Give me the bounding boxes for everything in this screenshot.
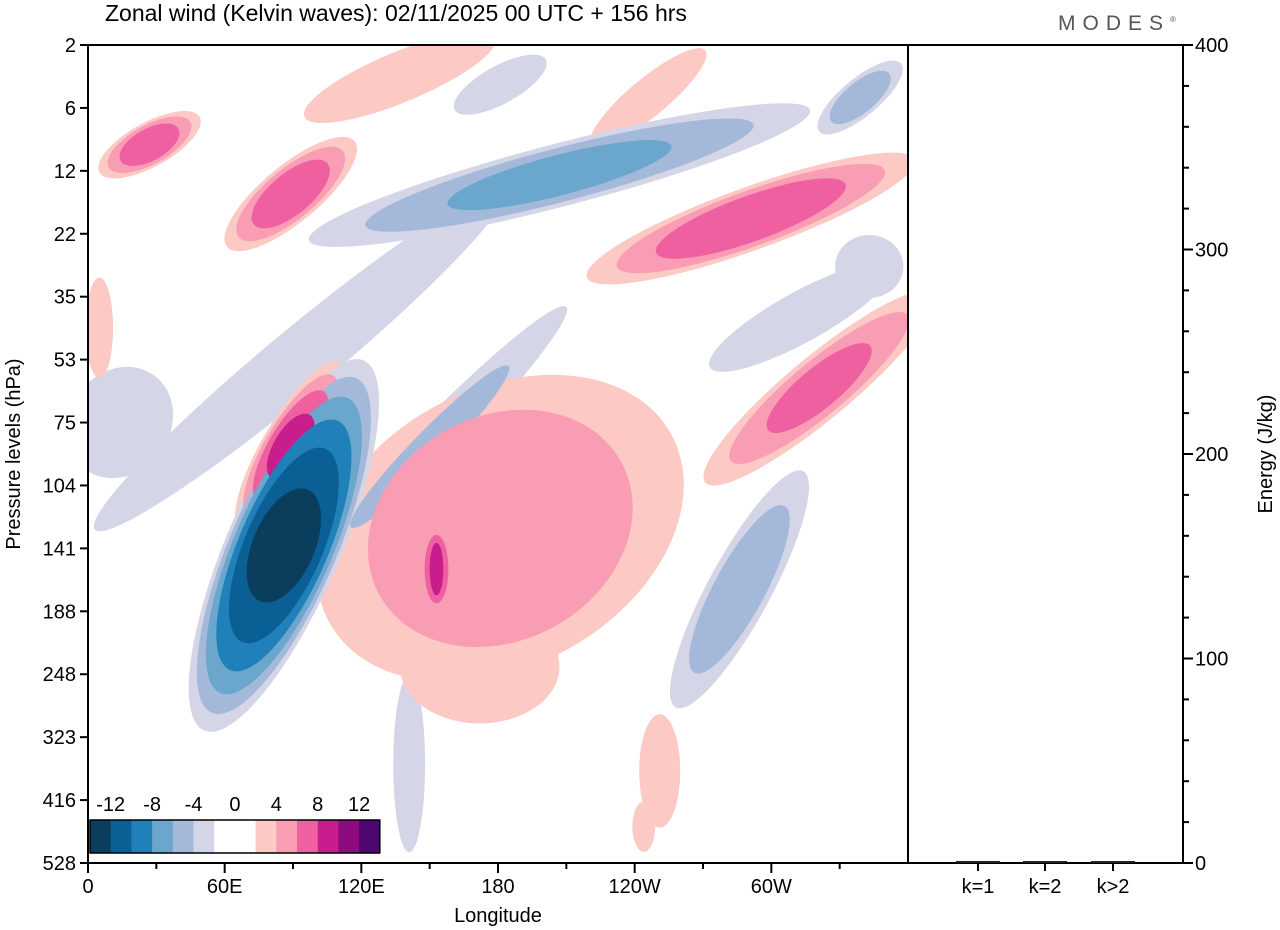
contour-field xyxy=(88,45,908,853)
contour-region-easterly xyxy=(88,366,174,479)
colorbar-frame xyxy=(89,819,381,854)
contour-region-easterly xyxy=(453,54,547,115)
colorbar-cell xyxy=(297,820,319,853)
y-tick-label: 22 xyxy=(54,224,76,246)
colorbar-cell xyxy=(90,820,112,853)
energy-axis-label: Energy (J/kg) xyxy=(1255,395,1277,514)
x-tick-label: 0 xyxy=(82,876,93,898)
energy-tick-label: 100 xyxy=(1195,649,1228,671)
x-tick-label: 180 xyxy=(481,876,514,898)
colorbar-cell xyxy=(131,820,153,853)
logo-text: MODES xyxy=(1058,12,1171,35)
y-tick-label: 35 xyxy=(54,287,76,309)
colorbar-cell xyxy=(359,820,381,853)
colorbar-label: 0 xyxy=(229,794,240,816)
colorbar-label: 4 xyxy=(271,794,282,816)
contour-region-westerly xyxy=(119,123,180,166)
energy-tick-label: 400 xyxy=(1195,35,1228,57)
colorbar-cell xyxy=(338,820,360,853)
contour-region-westerly xyxy=(632,801,656,852)
contour-region-westerly xyxy=(429,542,444,596)
colorbar-cell xyxy=(214,820,236,853)
colorbar: -12 -8 -4 0 4 8 12 xyxy=(88,775,382,855)
y-tick-label: 248 xyxy=(43,664,76,686)
colorbar-cell xyxy=(110,820,132,853)
colorbar-cell xyxy=(276,820,298,853)
x-tick-label: 60E xyxy=(207,876,243,898)
contour-region-easterly xyxy=(835,234,904,298)
energy-tick-label: 300 xyxy=(1195,240,1228,262)
y-tick-label: 6 xyxy=(65,98,76,120)
y-axis-label: Pressure levels (hPa) xyxy=(3,358,25,549)
energy-bar-k=2 xyxy=(1023,861,1067,863)
contour-region-easterly xyxy=(93,188,506,532)
colorbar-cell xyxy=(255,820,277,853)
y-tick-label: 104 xyxy=(43,475,76,497)
energy-tick-label: 200 xyxy=(1195,444,1228,466)
energy-panel-frame xyxy=(907,44,1184,864)
y-tick-label: 416 xyxy=(43,790,76,812)
y-tick-label: 12 xyxy=(54,161,76,183)
energy-bars: k=1 k=2 k>2 xyxy=(956,860,1135,898)
contour-region-westerly xyxy=(590,48,707,147)
colorbar-label: -12 xyxy=(96,794,125,816)
colorbar-label: 8 xyxy=(312,794,323,816)
colorbar-cell xyxy=(317,820,339,853)
contour-region-westerly xyxy=(655,178,846,259)
modes-logo: MODES® xyxy=(1058,12,1176,36)
registered-mark: ® xyxy=(1170,15,1176,24)
contour-region-westerly xyxy=(88,277,114,379)
colorbar-label: -8 xyxy=(143,794,161,816)
contour-region-westerly xyxy=(251,159,330,229)
x-tick-label: 120E xyxy=(338,876,385,898)
bar-label: k>2 xyxy=(1097,876,1130,898)
y-tick-label: 323 xyxy=(43,727,76,749)
contour-region-easterly xyxy=(689,504,790,674)
x-axis-label: Longitude xyxy=(454,905,542,927)
colorbar-label: 12 xyxy=(348,794,370,816)
chart-title: Zonal wind (Kelvin waves): 02/11/2025 00… xyxy=(105,0,687,26)
x-tick-label: 60W xyxy=(751,876,792,898)
y-tick-label: 53 xyxy=(54,350,76,372)
colorbar-cell xyxy=(234,820,257,853)
y-tick-label: 188 xyxy=(43,601,76,623)
colorbar-cell xyxy=(193,820,215,853)
energy-bar-k=1 xyxy=(956,860,1000,863)
energy-bar-k>2 xyxy=(1091,861,1135,863)
contour-region-easterly xyxy=(829,70,891,125)
y-tick-label: 528 xyxy=(43,853,76,875)
bar-label: k=1 xyxy=(962,876,995,898)
colorbar-cell xyxy=(152,820,174,853)
colorbar-cell xyxy=(172,820,194,853)
contour-region-easterly xyxy=(447,140,672,211)
contour-region-westerly xyxy=(639,714,681,828)
energy-tick-label: 0 xyxy=(1195,853,1206,875)
y-tick-label: 75 xyxy=(54,413,76,435)
y-tick-label: 2 xyxy=(65,35,76,57)
x-tick-label: 120W xyxy=(609,876,661,898)
bar-label: k=2 xyxy=(1029,876,1062,898)
y-tick-label: 141 xyxy=(43,538,76,560)
contour-region-westerly xyxy=(303,45,497,124)
contour-region-easterly xyxy=(393,676,426,853)
contour-region-westerly xyxy=(766,343,872,434)
colorbar-label: -4 xyxy=(185,794,203,816)
contour-region-easterly xyxy=(246,488,322,603)
